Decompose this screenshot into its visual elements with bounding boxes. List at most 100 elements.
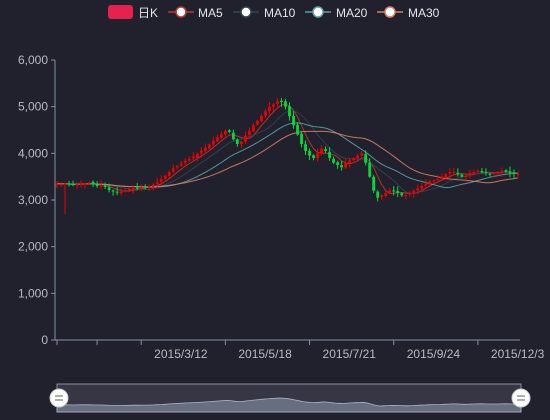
legend-label: MA20 [336, 6, 368, 20]
candle-body [420, 186, 424, 189]
candle-body [171, 168, 175, 172]
candle-body [492, 172, 496, 174]
candle-body [436, 179, 440, 180]
candle-body [260, 116, 263, 122]
candle-body [248, 130, 251, 135]
candle-body [336, 162, 340, 165]
candle-body [440, 176, 444, 179]
candle-body [324, 149, 327, 151]
candle-body [83, 183, 87, 185]
candle-body [207, 144, 211, 149]
candle-body [256, 120, 259, 125]
candle-body [268, 106, 271, 112]
candle-body [444, 174, 448, 178]
slider-handle-right[interactable] [511, 388, 531, 408]
candle-body [432, 180, 436, 182]
data-zoom-slider[interactable] [49, 383, 531, 413]
y-tick-label: 3,000 [18, 193, 48, 207]
candle-body [272, 104, 275, 107]
candle-body [123, 190, 127, 192]
candle-body [103, 185, 107, 187]
y-tick-label: 5,000 [18, 100, 48, 114]
legend-label: 日K [138, 6, 158, 20]
candle-body [516, 173, 520, 175]
candle-body [476, 171, 480, 173]
candle-body [276, 101, 279, 105]
legend-item-ma20[interactable]: MA20 [305, 6, 368, 20]
candle-body [412, 190, 416, 194]
legend-label: MA10 [264, 6, 296, 20]
candle-body [332, 158, 336, 163]
candle-body [480, 171, 484, 173]
candle-body [199, 150, 203, 154]
candle-body [175, 165, 179, 168]
candle-body [127, 189, 131, 192]
legend-item-ma10[interactable]: MA10 [233, 6, 296, 20]
legend-item-ma5[interactable]: MA5 [168, 6, 223, 20]
circle-marker-icon [384, 6, 396, 18]
candle-body [159, 179, 163, 182]
candle-body [340, 165, 344, 168]
candle-body [380, 195, 384, 198]
candle-body [472, 172, 476, 174]
legend-item-ma30[interactable]: MA30 [377, 6, 440, 20]
candle-body [464, 175, 468, 177]
candle-body [396, 190, 400, 193]
candle-body [316, 153, 319, 159]
candle-body [512, 172, 516, 174]
candle-body [300, 133, 303, 144]
candle-body [143, 186, 147, 188]
candle-body [79, 183, 83, 185]
candle-body [508, 171, 512, 173]
candle-body [219, 134, 223, 138]
y-tick-label: 4,000 [18, 146, 48, 160]
candle-body [191, 156, 195, 159]
candle-body [95, 184, 99, 186]
candle-body [424, 183, 428, 186]
circle-marker-icon [240, 6, 252, 18]
x-tick-label: 2015/5/18 [238, 347, 292, 361]
legend-item-dayk[interactable]: 日K [108, 5, 158, 20]
candle-body [131, 187, 135, 191]
candle-body [155, 182, 159, 184]
candle-body [372, 176, 376, 191]
candle-body [308, 150, 311, 156]
ma5-line [56, 103, 519, 194]
y-tick-label: 6,000 [18, 53, 48, 67]
candle-body [163, 175, 167, 179]
x-tick-label: 2015/7/21 [323, 347, 377, 361]
candle-body [428, 181, 432, 184]
candle-body [408, 193, 412, 195]
candle-body [484, 171, 488, 173]
candle-body [55, 183, 59, 186]
candle-body [400, 193, 404, 196]
candle-body [239, 141, 243, 145]
candle-body [460, 174, 464, 177]
candle-swatch-icon [108, 5, 133, 19]
candle-body [67, 183, 71, 185]
candle-body [376, 191, 380, 198]
candle-body [59, 184, 63, 186]
candle-body [360, 153, 364, 156]
candle-body [244, 135, 247, 142]
candle-body [195, 153, 199, 158]
candle-body [75, 184, 79, 186]
candle-body [211, 140, 215, 145]
candle-body [368, 162, 372, 177]
candle-body [468, 172, 472, 176]
candle-body [416, 188, 420, 191]
candle-body [288, 106, 291, 116]
candle-body [187, 158, 191, 161]
candle-body [304, 144, 307, 151]
slider-selection[interactable] [57, 384, 521, 412]
candle-body [388, 190, 392, 193]
candle-body [135, 187, 139, 189]
legend-label: MA5 [198, 6, 223, 20]
candle-body [352, 158, 356, 161]
slider-handle-left[interactable] [49, 388, 69, 408]
y-tick-label: 2,000 [18, 240, 48, 254]
candle-body [151, 184, 155, 187]
legend[interactable]: 日K MA5 MA10 MA20 MA30 [108, 5, 440, 20]
candle-body [356, 155, 360, 159]
